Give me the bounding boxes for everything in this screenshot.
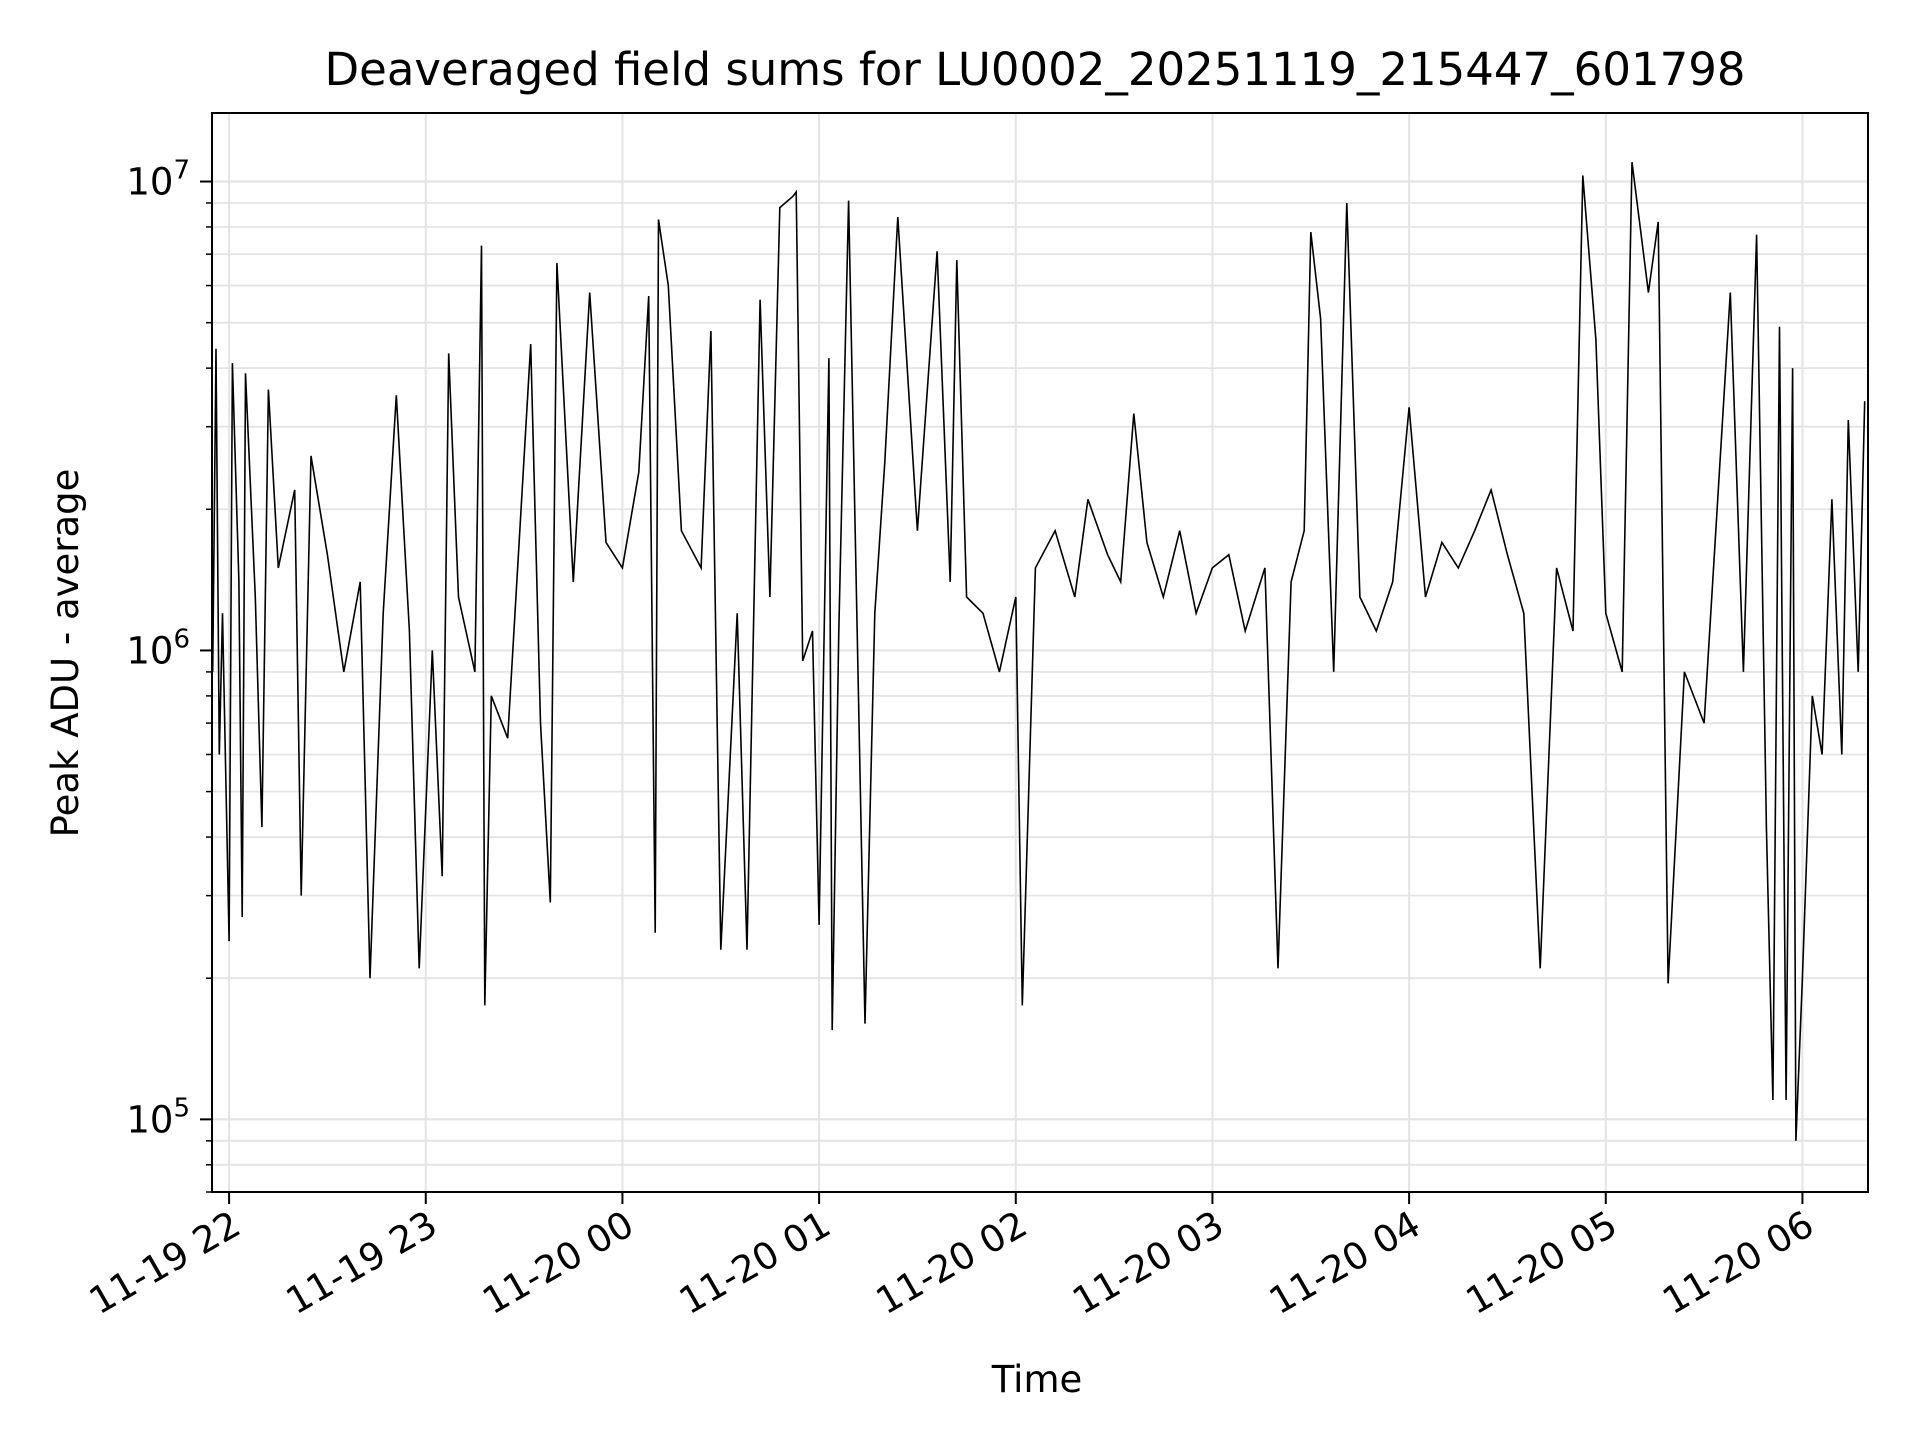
chart-title: Deaveraged field sums for LU0002_2025111… xyxy=(325,43,1746,96)
grid xyxy=(212,113,1868,1193)
y-axis: 105 106 107 xyxy=(126,156,212,1193)
y-axis-label: Peak ADU - average xyxy=(44,469,87,838)
plot-area xyxy=(211,162,1866,1141)
y-tick-label: 106 xyxy=(126,624,190,672)
x-axis-label: Time xyxy=(991,1358,1083,1401)
y-tick-label: 107 xyxy=(126,156,190,204)
y-tick-label: 105 xyxy=(126,1093,190,1141)
series-line xyxy=(211,162,1866,1141)
plot-frame xyxy=(211,112,1869,1193)
